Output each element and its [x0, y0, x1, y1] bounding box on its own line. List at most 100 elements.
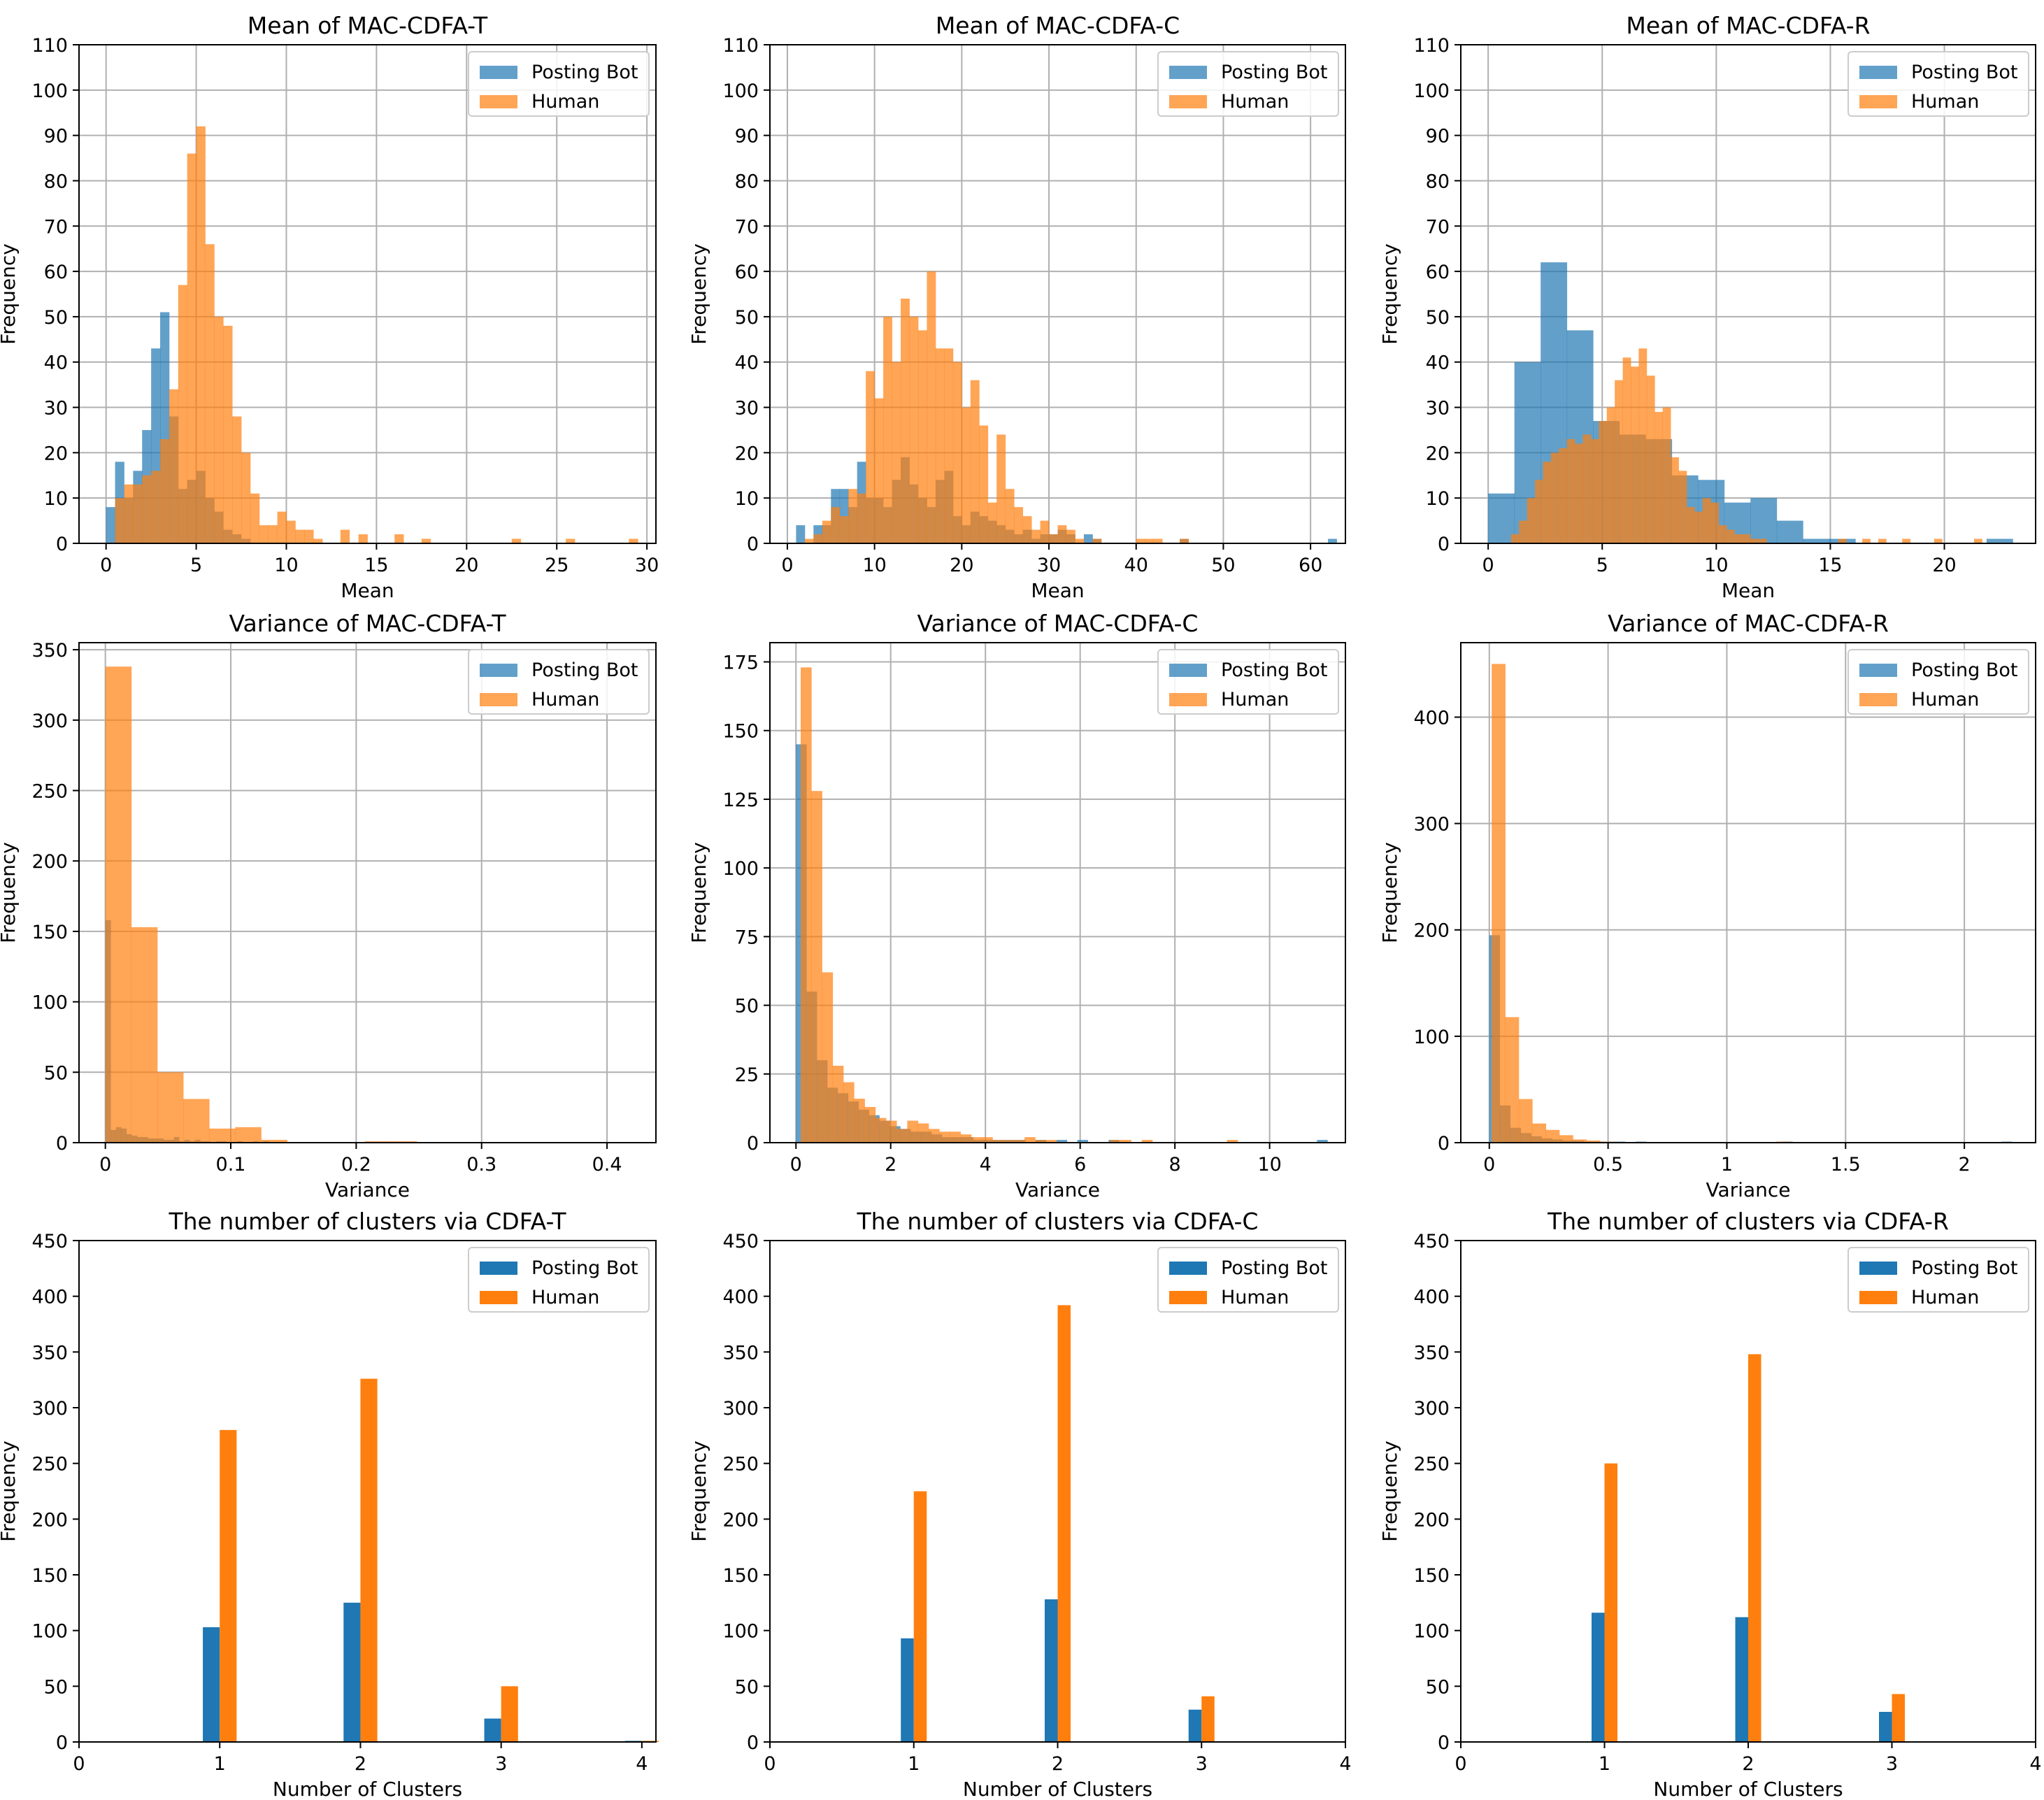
hist-bin-human	[1545, 1129, 1560, 1143]
x-tick-label: 10	[1257, 1154, 1281, 1176]
axes-frame	[78, 642, 657, 1143]
x-axis-label: Number of Clusters	[963, 1778, 1152, 1800]
hist-bin-human	[1838, 538, 1847, 543]
axes-frame	[1460, 44, 2036, 544]
chart-panel: 0 5 10 15 20 0 10 20 30 40 50 60 70 80 90 100 110 Mean of…	[1378, 12, 2036, 602]
y-tick-label: 200	[31, 1509, 68, 1531]
y-tick-label: 60	[1426, 262, 1450, 283]
y-tick-label: 0	[747, 1133, 759, 1155]
hist-bin-human	[1758, 538, 1767, 543]
chart-title: Variance of MAC-CDFA-C	[917, 610, 1199, 637]
hist-bin-posting-bot	[1083, 534, 1093, 543]
hist-bin-posting-bot	[1803, 538, 1830, 543]
hist-bin-human	[268, 525, 278, 543]
y-tick-label: 40	[735, 352, 759, 374]
hist-bin-human	[935, 348, 945, 543]
hist-bin-human	[1655, 412, 1664, 543]
hist-bin-human	[1599, 420, 1608, 543]
legend-label: Posting Bot	[1221, 62, 1327, 83]
y-tick-label: 40	[1426, 352, 1450, 374]
y-tick-label: 125	[722, 790, 759, 811]
hist-bin-human	[839, 516, 849, 543]
x-tick-label: 4	[1339, 1753, 1351, 1775]
hist-bin-posting-bot	[106, 507, 115, 543]
x-tick-label: 30	[635, 555, 659, 576]
hist-bin-human	[1734, 534, 1743, 543]
axes-frame	[1460, 642, 2036, 1143]
hist-bin-human	[971, 1137, 982, 1143]
hist-bin-human	[1227, 1140, 1238, 1143]
hist-bin-human	[394, 534, 404, 543]
y-axis-label: Frequency	[0, 1441, 20, 1542]
hist-bin-human	[832, 1066, 844, 1143]
bar-human	[913, 1491, 927, 1742]
hist-bin-human	[1742, 534, 1751, 543]
y-tick-label: 100	[31, 80, 68, 102]
hist-bin-human	[885, 1120, 897, 1143]
bar-posting-bot	[1188, 1709, 1202, 1742]
hist-bin-human	[1590, 438, 1599, 543]
chart-title: Mean of MAC-CDFA-R	[1626, 12, 1870, 39]
hist-bin-human	[142, 475, 152, 543]
hist-bin-human	[883, 316, 892, 543]
legend: Posting Bot Human	[468, 51, 650, 117]
hist-bin-human	[1505, 1017, 1520, 1143]
legend-label: Human	[531, 689, 599, 710]
x-tick-label: 10	[862, 555, 886, 576]
x-tick-label: 8	[1169, 1154, 1181, 1176]
y-tick-label: 150	[31, 1565, 68, 1587]
hist-bin-human	[183, 1099, 210, 1143]
bar-posting-bot	[1592, 1613, 1605, 1742]
hist-bin-human	[1092, 538, 1102, 543]
hist-bin-posting-bot	[1317, 1140, 1328, 1143]
hist-bin-human	[1575, 443, 1583, 543]
y-tick-label: 350	[1413, 1342, 1450, 1364]
hist-bin-human	[157, 1072, 184, 1143]
hist-bin-human	[1013, 1140, 1025, 1143]
y-tick-label: 10	[1426, 488, 1450, 510]
hist-bin-human	[1110, 1140, 1121, 1143]
x-tick-label: 0	[73, 1753, 85, 1775]
hist-bin-human	[970, 380, 980, 543]
bar-human	[1748, 1354, 1761, 1742]
hist-bin-human	[1582, 434, 1592, 543]
hist-bin-human	[1878, 538, 1887, 543]
x-tick-label: 2	[1959, 1154, 1971, 1176]
y-tick-label: 300	[31, 1398, 68, 1420]
y-tick-label: 50	[1426, 307, 1450, 329]
x-tick-label: 15	[364, 555, 388, 576]
x-tick-label: 25	[545, 555, 569, 576]
hist-bin-human	[259, 525, 269, 543]
hist-bin-human	[1638, 348, 1648, 543]
y-tick-label: 75	[735, 927, 759, 948]
hist-bin-human	[358, 534, 368, 543]
legend-label: Posting Bot	[531, 659, 638, 681]
hist-bin-human	[854, 1099, 865, 1143]
y-tick-label: 300	[1413, 814, 1450, 836]
hist-bin-human	[1066, 529, 1075, 543]
chart-panel: 0 1 2 3 4 0 50 100 150 200 250 300 350 400 450 The numb…	[0, 1208, 659, 1800]
bar-posting-bot	[343, 1602, 361, 1742]
x-tick-label: 0	[1482, 555, 1494, 576]
hist-bin-human	[1615, 380, 1623, 543]
bars	[796, 271, 1337, 543]
legend-label: Human	[531, 1287, 599, 1308]
hist-bin-human	[235, 1127, 262, 1143]
legend-swatch-human	[480, 95, 517, 108]
hist-bin-human	[811, 791, 822, 1143]
legend-swatch-posting-bot	[1859, 1262, 1897, 1275]
y-tick-label: 200	[1413, 1509, 1450, 1531]
bars	[796, 667, 1328, 1143]
hist-bin-human	[939, 1131, 950, 1143]
hist-bin-human	[1510, 534, 1520, 543]
x-tick-label: 50	[1211, 555, 1235, 576]
x-axis-label: Variance	[1015, 1178, 1100, 1201]
legend: Posting Bot Human	[1848, 649, 2029, 715]
hist-bin-human	[205, 244, 215, 543]
x-axis-label: Mean	[341, 579, 394, 602]
legend-swatch-posting-bot	[480, 664, 517, 677]
hist-bin-human	[1045, 1140, 1057, 1143]
x-tick-label: 5	[190, 555, 202, 576]
legend-swatch-posting-bot	[480, 1262, 517, 1275]
